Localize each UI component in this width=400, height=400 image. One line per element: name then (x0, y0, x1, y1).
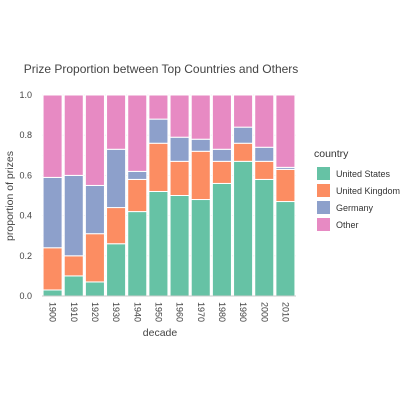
bar-segment (148, 118, 169, 144)
y-tick-label: 0.6 (19, 170, 32, 180)
bar-segment (84, 233, 105, 283)
bar-segment (148, 94, 169, 120)
bar-segment (233, 142, 254, 162)
bar-segment (233, 126, 254, 144)
legend-swatch (317, 201, 330, 214)
bar-segment (169, 160, 190, 196)
legend-swatch (317, 167, 330, 180)
bar-segment (275, 168, 296, 203)
x-tick-label: 1900 (48, 302, 58, 322)
bar-segment (211, 148, 232, 162)
bar-segment (275, 94, 296, 168)
bar-segment (148, 190, 169, 297)
x-tick-label: 1960 (175, 302, 185, 322)
y-axis-label: proportion of prizes (4, 151, 16, 241)
bar-segment (63, 94, 84, 176)
y-tick-label: 0.2 (19, 251, 32, 261)
bar-segment (190, 94, 211, 140)
x-tick-label: 1950 (153, 302, 163, 322)
bar-segment (169, 195, 190, 297)
bar-segment (211, 182, 232, 297)
x-tick-label: 1930 (111, 302, 121, 322)
bar-segment (127, 94, 148, 172)
bar-segment (148, 142, 169, 192)
bar-segment (211, 160, 232, 184)
bar-segment (254, 94, 275, 148)
y-gridlines (42, 94, 296, 297)
x-tick-label: 1970 (196, 302, 206, 322)
x-tick-label: 1940 (132, 302, 142, 322)
bar-segment (106, 207, 127, 245)
bar-segment (106, 243, 127, 297)
bar-segment (254, 146, 275, 162)
bar-segment (84, 281, 105, 297)
bar-segment (169, 136, 190, 162)
bar-segment (106, 148, 127, 209)
bar-segment (42, 176, 63, 249)
bar-segment (42, 247, 63, 291)
bar-segment (84, 184, 105, 235)
bar-segment (254, 178, 275, 297)
legend-entry: United States (336, 169, 391, 179)
bar-segment (63, 174, 84, 257)
x-tick-label: 1990 (238, 302, 248, 322)
legend-swatch (317, 218, 330, 231)
x-axis-label: decade (143, 327, 178, 339)
bar-segment (169, 94, 190, 138)
bar-segment (190, 150, 211, 201)
bar-segment (275, 201, 296, 297)
bar-segment (106, 94, 127, 150)
bar-segment (190, 138, 211, 152)
bar-segment (42, 289, 63, 297)
bar-segment (254, 160, 275, 180)
x-tick-label: 1980 (217, 302, 227, 322)
y-tick-labels: 0.0 0.2 0.4 0.6 0.8 1.0 (19, 90, 32, 301)
y-tick-label: 1.0 (19, 90, 32, 100)
bar-segment (42, 94, 63, 178)
chart-title: Prize Proportion between Top Countries a… (24, 62, 299, 76)
bar-segment (84, 94, 105, 186)
x-tick-label: 2010 (280, 302, 290, 322)
legend-entry: United Kingdom (336, 186, 400, 196)
bar-segment (233, 160, 254, 297)
x-tick-label: 1910 (69, 302, 79, 322)
bar-segment (127, 178, 148, 213)
legend: country United States United Kingdom Germa… (314, 148, 400, 231)
x-tick-label: 2000 (259, 302, 269, 322)
bar-segment (233, 94, 254, 128)
bar-segment (190, 199, 211, 297)
bar-segment (63, 255, 84, 277)
x-tick-label: 1920 (90, 302, 100, 322)
y-tick-label: 0.0 (19, 291, 32, 301)
bar-segment (63, 275, 84, 297)
y-tick-label: 0.8 (19, 130, 32, 140)
y-tick-label: 0.4 (19, 211, 32, 221)
legend-title: country (314, 148, 349, 160)
bar-segment (127, 211, 148, 297)
legend-entry: Other (336, 220, 359, 230)
x-tick-labels: 1900 1910 1920 1930 1940 1950 1960 1970 1980 1990… (48, 302, 291, 322)
bar-segment (127, 170, 148, 180)
legend-entry: Germany (336, 203, 374, 213)
legend-swatch (317, 184, 330, 197)
bar-segment (211, 94, 232, 150)
